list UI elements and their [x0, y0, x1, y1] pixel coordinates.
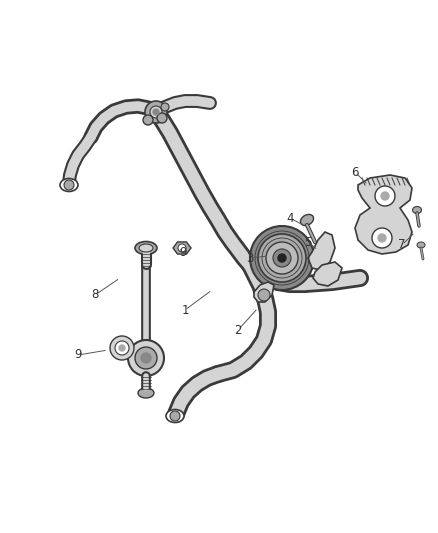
Circle shape	[381, 192, 389, 200]
Text: 9: 9	[179, 246, 187, 259]
Circle shape	[135, 347, 157, 369]
Circle shape	[153, 109, 159, 115]
Text: 6: 6	[351, 166, 359, 179]
Text: 7: 7	[398, 238, 406, 252]
Polygon shape	[355, 175, 412, 254]
Circle shape	[250, 226, 314, 290]
Circle shape	[278, 254, 286, 262]
Text: 9: 9	[74, 349, 82, 361]
Circle shape	[128, 340, 164, 376]
Text: 4: 4	[286, 212, 294, 224]
Circle shape	[115, 341, 129, 355]
Circle shape	[150, 106, 162, 118]
Polygon shape	[308, 232, 335, 270]
Text: 2: 2	[234, 324, 242, 336]
Circle shape	[161, 103, 169, 111]
Text: 8: 8	[91, 288, 99, 302]
Ellipse shape	[300, 214, 314, 225]
Circle shape	[258, 234, 306, 282]
Circle shape	[378, 234, 386, 242]
Ellipse shape	[135, 241, 157, 254]
Ellipse shape	[60, 179, 78, 191]
Circle shape	[64, 180, 74, 190]
Ellipse shape	[138, 388, 154, 398]
Circle shape	[141, 353, 151, 363]
Circle shape	[375, 186, 395, 206]
Ellipse shape	[139, 244, 153, 252]
Ellipse shape	[166, 409, 184, 423]
Circle shape	[157, 113, 167, 123]
Polygon shape	[254, 282, 274, 302]
Circle shape	[266, 242, 298, 274]
Circle shape	[143, 115, 153, 125]
Polygon shape	[173, 242, 191, 254]
Ellipse shape	[413, 206, 421, 214]
Text: 5: 5	[304, 236, 312, 248]
Circle shape	[145, 101, 167, 123]
Ellipse shape	[417, 242, 425, 248]
Text: 1: 1	[181, 303, 189, 317]
Polygon shape	[313, 262, 342, 286]
Circle shape	[110, 336, 134, 360]
Circle shape	[119, 345, 125, 351]
Circle shape	[170, 411, 180, 421]
Text: 3: 3	[246, 252, 254, 264]
Circle shape	[372, 228, 392, 248]
Circle shape	[178, 244, 186, 252]
Circle shape	[258, 289, 270, 301]
Circle shape	[273, 249, 291, 267]
